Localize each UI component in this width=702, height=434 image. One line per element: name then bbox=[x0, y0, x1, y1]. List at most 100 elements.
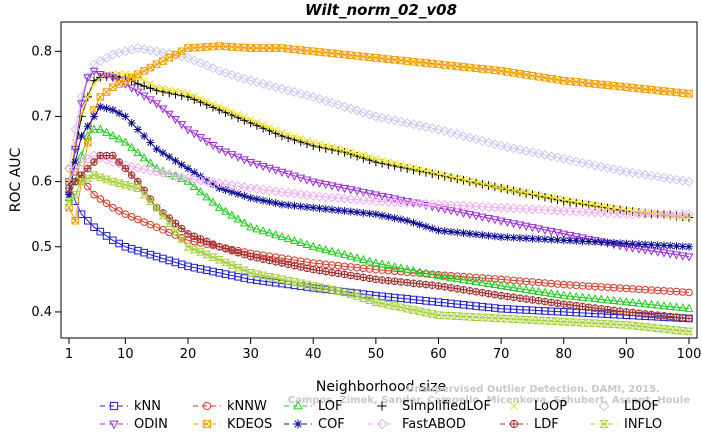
data-point bbox=[515, 234, 524, 242]
data-point bbox=[497, 291, 505, 300]
data-point bbox=[665, 250, 675, 259]
data-point bbox=[246, 222, 256, 231]
data-point bbox=[146, 80, 155, 88]
data-point bbox=[402, 264, 412, 273]
data-point bbox=[177, 233, 186, 242]
data-point bbox=[315, 140, 324, 148]
chart-title: Wilt_norm_02_v08 bbox=[305, 1, 457, 19]
y-tick-label: 0.5 bbox=[31, 240, 52, 255]
data-point bbox=[508, 203, 519, 214]
data-point bbox=[647, 310, 656, 319]
data-point bbox=[139, 81, 149, 91]
data-point bbox=[672, 242, 681, 251]
data-point bbox=[314, 191, 325, 202]
data-point bbox=[76, 157, 87, 168]
legend-item-simplifiedlof: SimplifiedLOF bbox=[377, 399, 491, 414]
data-point bbox=[233, 214, 243, 223]
data-point bbox=[634, 240, 643, 249]
data-point bbox=[146, 63, 155, 72]
data-point bbox=[496, 202, 507, 213]
data-point bbox=[383, 194, 393, 203]
data-point bbox=[666, 241, 675, 250]
data-point bbox=[559, 300, 568, 308]
data-point bbox=[101, 154, 112, 165]
data-point bbox=[628, 308, 637, 317]
data-point bbox=[466, 287, 474, 295]
data-point bbox=[685, 242, 693, 251]
y-tick-label: 0.7 bbox=[31, 109, 52, 124]
data-point bbox=[340, 148, 349, 157]
data-point bbox=[208, 63, 219, 74]
series-inflo bbox=[64, 171, 694, 336]
data-point bbox=[590, 207, 601, 218]
data-point bbox=[396, 263, 406, 272]
data-point bbox=[409, 164, 418, 172]
data-point bbox=[109, 401, 119, 411]
data-point bbox=[608, 164, 619, 175]
data-point bbox=[134, 70, 142, 78]
data-point bbox=[509, 419, 519, 429]
data-point bbox=[615, 208, 626, 219]
data-point bbox=[208, 142, 218, 151]
y-tick-label: 0.4 bbox=[31, 305, 52, 320]
data-point bbox=[108, 74, 118, 83]
data-point bbox=[77, 132, 86, 140]
data-point bbox=[527, 316, 537, 324]
data-point bbox=[132, 43, 143, 54]
data-point bbox=[427, 123, 438, 134]
data-point bbox=[264, 80, 275, 91]
watermark-line-1: Unsupervised Outlier Detection. DAMI, 20… bbox=[406, 384, 660, 395]
data-point bbox=[208, 253, 218, 262]
x-axis-label: Neighborhood size bbox=[316, 379, 446, 395]
data-point bbox=[246, 193, 255, 202]
data-point bbox=[171, 156, 180, 165]
data-point bbox=[108, 131, 118, 140]
data-point bbox=[115, 158, 123, 166]
data-point bbox=[584, 237, 593, 246]
data-point bbox=[346, 207, 355, 216]
data-point bbox=[352, 253, 362, 262]
data-point bbox=[365, 153, 374, 161]
data-point bbox=[301, 190, 312, 201]
data-point bbox=[196, 187, 205, 196]
data-point bbox=[384, 212, 393, 221]
data-point bbox=[571, 291, 581, 301]
data-point bbox=[378, 211, 387, 220]
data-point bbox=[522, 189, 530, 197]
legend-label: FastABOD bbox=[402, 417, 466, 432]
data-point bbox=[278, 259, 286, 267]
data-point bbox=[540, 287, 550, 296]
data-point bbox=[121, 210, 130, 219]
legend-item-ldof: LDOF bbox=[598, 399, 659, 414]
legend-label: KDEOS bbox=[227, 417, 272, 432]
data-point bbox=[109, 151, 117, 160]
data-point bbox=[390, 302, 400, 310]
data-point bbox=[202, 176, 211, 185]
data-point bbox=[641, 240, 650, 249]
data-point bbox=[240, 192, 249, 200]
data-point bbox=[284, 131, 292, 139]
data-point bbox=[571, 206, 582, 217]
data-point bbox=[353, 150, 361, 158]
data-point bbox=[259, 121, 267, 129]
data-point bbox=[471, 201, 482, 212]
data-point bbox=[546, 194, 556, 203]
data-point bbox=[289, 172, 299, 181]
data-point bbox=[409, 165, 418, 175]
data-point bbox=[321, 181, 331, 190]
data-point bbox=[478, 180, 486, 188]
data-point bbox=[89, 124, 99, 133]
data-point bbox=[120, 137, 130, 146]
data-point bbox=[397, 278, 405, 286]
data-point bbox=[214, 178, 225, 189]
data-point bbox=[490, 314, 500, 322]
data-point bbox=[102, 232, 111, 240]
data-point bbox=[151, 166, 162, 177]
data-point bbox=[615, 296, 625, 305]
data-point bbox=[121, 70, 130, 78]
data-point bbox=[190, 168, 199, 177]
data-point bbox=[653, 324, 663, 333]
data-point bbox=[546, 205, 557, 216]
data-point bbox=[314, 283, 325, 291]
data-point bbox=[678, 314, 687, 322]
